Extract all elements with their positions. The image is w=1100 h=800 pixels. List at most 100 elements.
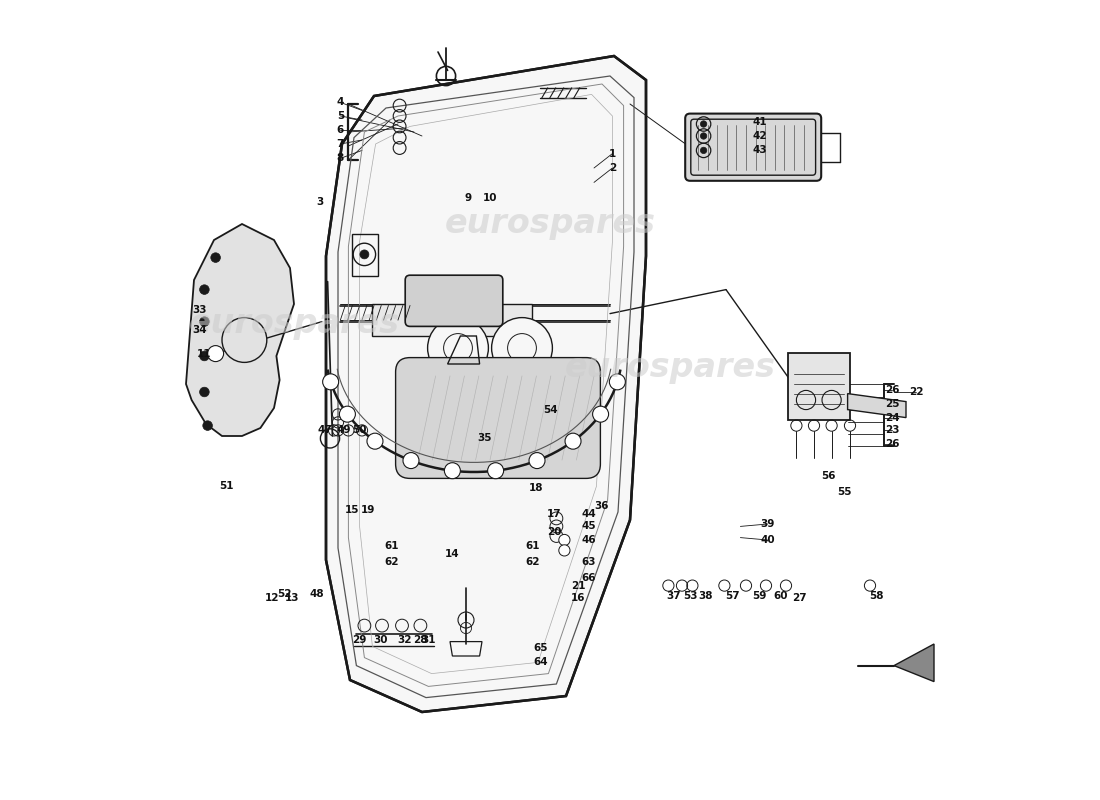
Circle shape bbox=[701, 147, 707, 154]
Circle shape bbox=[199, 351, 209, 361]
Circle shape bbox=[222, 318, 267, 362]
Circle shape bbox=[202, 421, 212, 430]
Text: 4: 4 bbox=[337, 98, 344, 107]
Circle shape bbox=[211, 253, 220, 262]
Text: 48: 48 bbox=[309, 589, 323, 598]
Text: 2: 2 bbox=[608, 163, 616, 173]
Text: 66: 66 bbox=[581, 573, 596, 582]
Circle shape bbox=[559, 545, 570, 556]
Text: 26: 26 bbox=[886, 439, 900, 449]
Text: 42: 42 bbox=[752, 131, 767, 141]
Text: 54: 54 bbox=[542, 405, 558, 414]
Text: 27: 27 bbox=[792, 594, 807, 603]
Text: 8: 8 bbox=[337, 154, 344, 163]
Text: 43: 43 bbox=[752, 146, 767, 155]
Text: 61: 61 bbox=[384, 541, 399, 550]
Text: 6: 6 bbox=[337, 125, 344, 134]
Circle shape bbox=[367, 433, 383, 449]
Text: 25: 25 bbox=[886, 399, 900, 409]
Text: 19: 19 bbox=[361, 506, 375, 515]
Text: 53: 53 bbox=[683, 591, 697, 601]
Text: 14: 14 bbox=[446, 549, 460, 558]
Text: 57: 57 bbox=[725, 591, 739, 601]
Text: 60: 60 bbox=[773, 591, 788, 601]
Text: 38: 38 bbox=[698, 591, 713, 601]
FancyBboxPatch shape bbox=[788, 353, 850, 420]
Polygon shape bbox=[186, 224, 294, 436]
Text: 55: 55 bbox=[837, 487, 851, 497]
Text: 65: 65 bbox=[534, 643, 548, 653]
Circle shape bbox=[199, 317, 209, 326]
Polygon shape bbox=[326, 56, 646, 712]
Text: eurospares: eurospares bbox=[188, 307, 399, 341]
Text: 23: 23 bbox=[886, 426, 900, 435]
Circle shape bbox=[403, 453, 419, 469]
Text: 29: 29 bbox=[352, 635, 366, 645]
Text: 11: 11 bbox=[197, 349, 211, 358]
Text: 56: 56 bbox=[821, 471, 836, 481]
Text: 39: 39 bbox=[760, 519, 774, 529]
Text: 3: 3 bbox=[316, 197, 323, 206]
Text: 49: 49 bbox=[337, 426, 351, 435]
Text: 64: 64 bbox=[534, 658, 548, 667]
Text: 37: 37 bbox=[667, 591, 681, 601]
Text: 41: 41 bbox=[752, 117, 767, 126]
FancyBboxPatch shape bbox=[405, 275, 503, 326]
Text: 32: 32 bbox=[397, 635, 411, 645]
Text: 45: 45 bbox=[581, 522, 596, 531]
Polygon shape bbox=[848, 394, 906, 418]
Circle shape bbox=[199, 285, 209, 294]
Text: 62: 62 bbox=[384, 557, 399, 566]
Text: 46: 46 bbox=[581, 535, 596, 545]
Text: 44: 44 bbox=[581, 509, 596, 518]
Text: 20: 20 bbox=[547, 527, 561, 537]
Text: 52: 52 bbox=[277, 589, 292, 598]
Text: 13: 13 bbox=[285, 594, 299, 603]
Circle shape bbox=[487, 462, 504, 478]
Text: 10: 10 bbox=[483, 194, 497, 203]
Circle shape bbox=[492, 318, 552, 378]
Text: 62: 62 bbox=[525, 557, 540, 566]
Text: eurospares: eurospares bbox=[564, 351, 776, 385]
Text: 50: 50 bbox=[352, 426, 367, 435]
Circle shape bbox=[428, 318, 488, 378]
Text: 59: 59 bbox=[752, 591, 767, 601]
Text: 28: 28 bbox=[414, 635, 428, 645]
Circle shape bbox=[444, 462, 461, 478]
Text: 58: 58 bbox=[869, 591, 883, 601]
Text: 17: 17 bbox=[547, 509, 561, 518]
Text: 5: 5 bbox=[337, 111, 344, 121]
Circle shape bbox=[593, 406, 608, 422]
Text: 33: 33 bbox=[192, 306, 207, 315]
Text: 12: 12 bbox=[264, 594, 279, 603]
FancyBboxPatch shape bbox=[685, 114, 822, 181]
Text: 36: 36 bbox=[595, 501, 609, 510]
Text: 16: 16 bbox=[571, 594, 585, 603]
Text: 35: 35 bbox=[477, 434, 492, 443]
Circle shape bbox=[529, 453, 544, 469]
Polygon shape bbox=[373, 304, 532, 336]
Circle shape bbox=[360, 250, 368, 259]
Text: 47: 47 bbox=[317, 426, 332, 435]
Text: 40: 40 bbox=[760, 535, 774, 545]
Text: 63: 63 bbox=[581, 557, 596, 566]
Text: 26: 26 bbox=[886, 386, 900, 395]
Circle shape bbox=[565, 433, 581, 449]
Circle shape bbox=[701, 133, 707, 139]
Text: 9: 9 bbox=[465, 194, 472, 203]
Text: 24: 24 bbox=[886, 413, 900, 422]
FancyBboxPatch shape bbox=[396, 358, 601, 478]
Text: 22: 22 bbox=[909, 387, 924, 397]
Text: eurospares: eurospares bbox=[444, 207, 656, 241]
Text: 51: 51 bbox=[219, 482, 233, 491]
Polygon shape bbox=[894, 644, 934, 682]
Circle shape bbox=[559, 534, 570, 546]
Circle shape bbox=[199, 387, 209, 397]
Text: 1: 1 bbox=[608, 149, 616, 158]
Text: 7: 7 bbox=[337, 139, 344, 149]
Text: 34: 34 bbox=[192, 325, 207, 334]
Circle shape bbox=[340, 406, 355, 422]
Text: 21: 21 bbox=[571, 581, 585, 590]
Text: 61: 61 bbox=[525, 541, 540, 550]
Text: 15: 15 bbox=[344, 506, 359, 515]
